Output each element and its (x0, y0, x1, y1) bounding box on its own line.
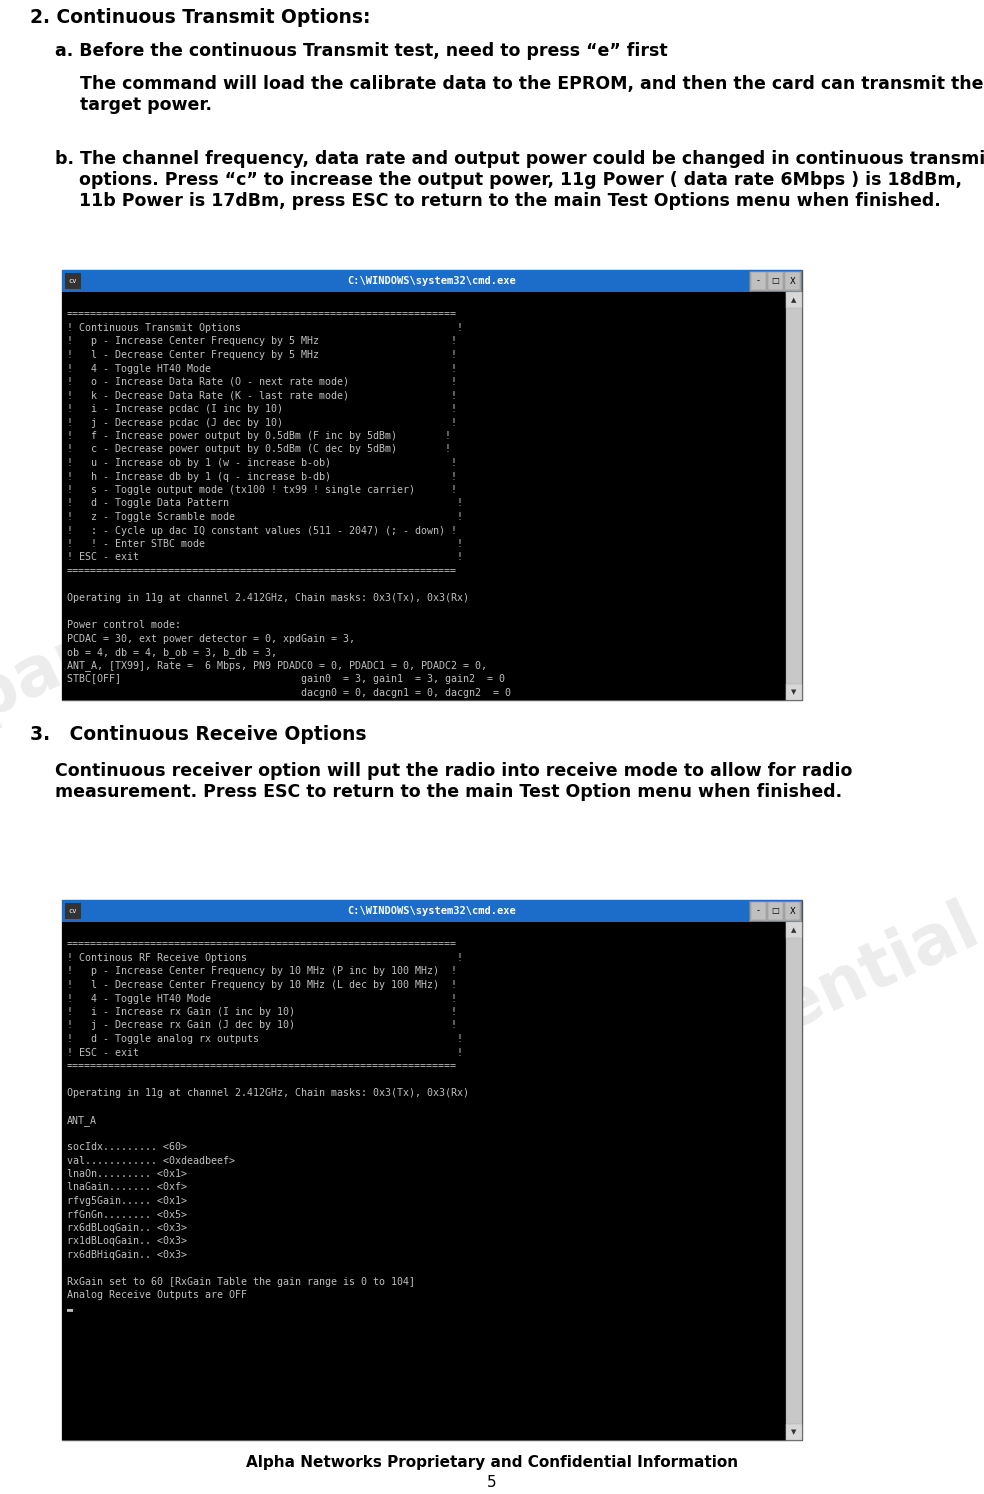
Text: RxGain set to 60 [RxGain Table the gain range is 0 to 104]: RxGain set to 60 [RxGain Table the gain … (67, 1277, 415, 1286)
Text: Operating in 11g at channel 2.412GHz, Chain masks: 0x3(Tx), 0x3(Rx): Operating in 11g at channel 2.412GHz, Ch… (67, 593, 469, 604)
FancyBboxPatch shape (65, 902, 81, 919)
Text: ! ESC - exit                                                     !: ! ESC - exit ! (67, 553, 463, 563)
Text: -: - (757, 276, 760, 285)
Text: X: X (789, 276, 795, 285)
Text: Alpha Networks Proprietary and Confidential Information: Alpha Networks Proprietary and Confident… (246, 1455, 738, 1470)
FancyBboxPatch shape (751, 272, 766, 290)
Text: !   s - Toggle output mode (tx100 ! tx99 ! single carrier)      !: ! s - Toggle output mode (tx100 ! tx99 !… (67, 486, 457, 495)
FancyBboxPatch shape (749, 270, 801, 291)
FancyBboxPatch shape (62, 899, 802, 1440)
Text: !   i - Increase rx Gain (I inc by 10)                          !: ! i - Increase rx Gain (I inc by 10) ! (67, 1007, 457, 1017)
Text: !   d - Toggle analog rx outputs                                 !: ! d - Toggle analog rx outputs ! (67, 1034, 463, 1044)
Text: rx6dBLoqGain.. <0x3>: rx6dBLoqGain.. <0x3> (67, 1224, 187, 1233)
FancyBboxPatch shape (65, 273, 81, 288)
Text: b. The channel frequency, data rate and output power could be changed in continu: b. The channel frequency, data rate and … (55, 149, 984, 209)
Text: !   d - Toggle Data Pattern                                      !: ! d - Toggle Data Pattern ! (67, 499, 463, 508)
FancyBboxPatch shape (785, 902, 800, 920)
Text: ▬: ▬ (67, 1304, 73, 1315)
Text: rx6dBHiqGain.. <0x3>: rx6dBHiqGain.. <0x3> (67, 1250, 187, 1259)
Text: PCDAC = 30, ext power detector = 0, xpdGain = 3,: PCDAC = 30, ext power detector = 0, xpdG… (67, 633, 355, 644)
Text: ! Continous RF Receive Options                                   !: ! Continous RF Receive Options ! (67, 953, 463, 964)
FancyBboxPatch shape (62, 270, 802, 701)
Text: 3.   Continuous Receive Options: 3. Continuous Receive Options (30, 725, 366, 744)
Text: !   c - Decrease power output by 0.5dBm (C dec by 5dBm)        !: ! c - Decrease power output by 0.5dBm (C… (67, 445, 451, 454)
Text: !   o - Increase Data Rate (O - next rate mode)                 !: ! o - Increase Data Rate (O - next rate … (67, 376, 457, 387)
Text: rx1dBLoqGain.. <0x3>: rx1dBLoqGain.. <0x3> (67, 1237, 187, 1246)
Text: ▲: ▲ (791, 926, 797, 932)
Text: ANT_A, [TX99], Rate =  6 Mbps, PN9 PDADC0 = 0, PDADC1 = 0, PDADC2 = 0,: ANT_A, [TX99], Rate = 6 Mbps, PN9 PDADC0… (67, 660, 487, 671)
Text: ! Continuous Transmit Options                                    !: ! Continuous Transmit Options ! (67, 323, 463, 333)
Text: ! ESC - exit                                                     !: ! ESC - exit ! (67, 1047, 463, 1058)
Text: =================================================================: ========================================… (67, 940, 457, 950)
FancyBboxPatch shape (62, 270, 802, 291)
FancyBboxPatch shape (786, 922, 802, 1440)
Text: !   p - Increase Center Frequency by 5 MHz                      !: ! p - Increase Center Frequency by 5 MHz… (67, 336, 457, 347)
FancyBboxPatch shape (768, 272, 783, 290)
Text: lnaOn......... <0x1>: lnaOn......... <0x1> (67, 1168, 187, 1179)
Text: !   l - Decrease Center Frequency by 10 MHz (L dec by 100 MHz)  !: ! l - Decrease Center Frequency by 10 MH… (67, 980, 457, 991)
Text: ▲: ▲ (791, 297, 797, 303)
Text: ▼: ▼ (791, 1428, 797, 1436)
Text: !   u - Increase ob by 1 (w - increase b-ob)                    !: ! u - Increase ob by 1 (w - increase b-o… (67, 459, 457, 468)
Text: C:\WINDOWS\system32\cmd.exe: C:\WINDOWS\system32\cmd.exe (347, 905, 517, 916)
Text: !   i - Increase pcdac (I inc by 10)                            !: ! i - Increase pcdac (I inc by 10) ! (67, 403, 457, 414)
Text: dacgn0 = 0, dacgn1 = 0, dacgn2  = 0: dacgn0 = 0, dacgn1 = 0, dacgn2 = 0 (67, 687, 511, 698)
Text: The command will load the calibrate data to the EPROM, and then the card can tra: The command will load the calibrate data… (80, 75, 983, 114)
Text: Company Confidential: Company Confidential (211, 895, 984, 1306)
FancyBboxPatch shape (786, 291, 802, 308)
Text: =================================================================: ========================================… (67, 1061, 457, 1071)
FancyBboxPatch shape (786, 1424, 802, 1440)
Text: !   h - Increase db by 1 (q - increase b-db)                    !: ! h - Increase db by 1 (q - increase b-d… (67, 472, 457, 481)
Text: !   f - Increase power output by 0.5dBm (F inc by 5dBm)        !: ! f - Increase power output by 0.5dBm (F… (67, 430, 451, 441)
Text: a. Before the continuous Transmit test, need to press “e” first: a. Before the continuous Transmit test, … (55, 42, 667, 60)
FancyBboxPatch shape (751, 902, 766, 920)
Text: 2. Continuous Transmit Options:: 2. Continuous Transmit Options: (30, 7, 371, 27)
Text: !   : - Cycle up dac IQ constant values (511 - 2047) (; - down) !: ! : - Cycle up dac IQ constant values (5… (67, 526, 457, 535)
Text: STBC[OFF]                              gain0  = 3, gain1  = 3, gain2  = 0: STBC[OFF] gain0 = 3, gain1 = 3, gain2 = … (67, 674, 505, 684)
FancyBboxPatch shape (786, 291, 802, 701)
FancyBboxPatch shape (786, 922, 802, 938)
Text: !   ! - Enter STBC mode                                          !: ! ! - Enter STBC mode ! (67, 539, 463, 548)
FancyBboxPatch shape (786, 684, 802, 701)
Text: ANT_A: ANT_A (67, 1115, 97, 1126)
FancyBboxPatch shape (62, 922, 802, 1440)
Text: cv: cv (69, 278, 78, 284)
Text: !   l - Decrease Center Frequency by 5 MHz                      !: ! l - Decrease Center Frequency by 5 MHz… (67, 350, 457, 360)
Text: Power control mode:: Power control mode: (67, 620, 181, 630)
FancyBboxPatch shape (62, 291, 802, 701)
FancyBboxPatch shape (768, 902, 783, 920)
Text: !   4 - Toggle HT40 Mode                                        !: ! 4 - Toggle HT40 Mode ! (67, 994, 457, 1004)
Text: C:\WINDOWS\system32\cmd.exe: C:\WINDOWS\system32\cmd.exe (347, 276, 517, 285)
Text: socIdx......... <60>: socIdx......... <60> (67, 1141, 187, 1152)
Text: 5: 5 (487, 1475, 497, 1490)
Text: ▼: ▼ (791, 689, 797, 695)
Text: !   j - Decrease rx Gain (J dec by 10)                          !: ! j - Decrease rx Gain (J dec by 10) ! (67, 1020, 457, 1031)
Text: -: - (757, 907, 760, 916)
Text: rfGnGn........ <0x5>: rfGnGn........ <0x5> (67, 1210, 187, 1219)
Text: Operating in 11g at channel 2.412GHz, Chain masks: 0x3(Tx), 0x3(Rx): Operating in 11g at channel 2.412GHz, Ch… (67, 1088, 469, 1098)
Text: Company Confidential: Company Confidential (0, 394, 589, 805)
Text: !   4 - Toggle HT40 Mode                                        !: ! 4 - Toggle HT40 Mode ! (67, 363, 457, 374)
Text: Continuous receiver option will put the radio into receive mode to allow for rad: Continuous receiver option will put the … (55, 762, 852, 801)
Text: X: X (789, 907, 795, 916)
Text: !   j - Decrease pcdac (J dec by 10)                            !: ! j - Decrease pcdac (J dec by 10) ! (67, 417, 457, 427)
Text: Analog Receive Outputs are OFF: Analog Receive Outputs are OFF (67, 1291, 247, 1300)
Text: ob = 4, db = 4, b_ob = 3, b_db = 3,: ob = 4, db = 4, b_ob = 3, b_db = 3, (67, 647, 277, 657)
Text: cv: cv (69, 908, 78, 914)
FancyBboxPatch shape (785, 272, 800, 290)
Text: !   k - Decrease Data Rate (K - last rate mode)                 !: ! k - Decrease Data Rate (K - last rate … (67, 390, 457, 400)
Text: !   z - Toggle Scramble mode                                     !: ! z - Toggle Scramble mode ! (67, 512, 463, 521)
Text: =================================================================: ========================================… (67, 566, 457, 577)
Text: lnaGain....... <0xf>: lnaGain....... <0xf> (67, 1182, 187, 1192)
Text: □: □ (771, 276, 779, 285)
Text: □: □ (771, 907, 779, 916)
FancyBboxPatch shape (749, 901, 801, 920)
Text: =================================================================: ========================================… (67, 309, 457, 320)
Text: !   p - Increase Center Frequency by 10 MHz (P inc by 100 MHz)  !: ! p - Increase Center Frequency by 10 MH… (67, 967, 457, 977)
Text: rfvg5Gain..... <0x1>: rfvg5Gain..... <0x1> (67, 1197, 187, 1206)
Text: val............ <0xdeadbeef>: val............ <0xdeadbeef> (67, 1155, 235, 1165)
FancyBboxPatch shape (62, 899, 802, 922)
